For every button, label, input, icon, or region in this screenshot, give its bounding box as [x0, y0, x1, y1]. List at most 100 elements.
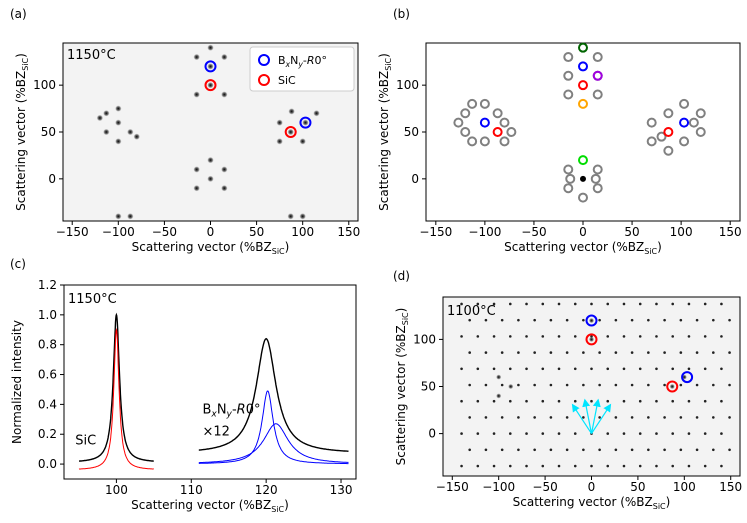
lattice-spot — [565, 318, 569, 322]
arrow — [590, 403, 612, 434]
x-tick-label: 110 — [180, 483, 203, 497]
x-axis-label: Scattering vector (%BZSiC) — [131, 498, 289, 514]
lattice-spot — [728, 318, 731, 322]
x-tick-label: 100 — [670, 225, 693, 239]
point-grey — [590, 173, 601, 184]
y-axis-label: Normalized intensity — [10, 320, 24, 444]
lattice-spot — [671, 302, 675, 306]
lattice-spot — [630, 351, 634, 354]
point-grey — [646, 136, 657, 147]
lattice-spot — [508, 399, 512, 403]
lattice-spot — [679, 416, 683, 419]
lattice-spot — [712, 383, 715, 387]
lattice-spot — [663, 448, 666, 452]
y-tick-label: 0.4 — [38, 397, 57, 411]
legend-label: SiC — [278, 74, 296, 87]
lattice-spot — [525, 367, 528, 371]
lattice-spot — [525, 302, 528, 306]
lattice-spot — [549, 448, 553, 452]
point-grey — [492, 108, 503, 119]
lattice-spot — [557, 432, 561, 435]
lattice-spot — [565, 416, 569, 419]
lattice-spot — [533, 318, 536, 322]
lattice-spot — [533, 351, 536, 354]
diffraction-spot — [221, 91, 228, 98]
panel-title: 1150°C — [67, 48, 116, 63]
lattice-spot — [614, 351, 618, 354]
y-tick-label: 50 — [421, 380, 436, 394]
lattice-spot — [671, 367, 675, 371]
y-tick-label: 0.0 — [38, 457, 57, 471]
lattice-spot — [687, 367, 691, 371]
lattice-spot — [517, 351, 520, 354]
lattice-spot — [460, 399, 463, 403]
lattice-spot — [573, 399, 577, 403]
y-tick-label: 50 — [41, 125, 56, 139]
lattice-spot — [638, 335, 642, 338]
lattice-spot — [720, 367, 723, 371]
y-tick-label: 100 — [396, 78, 419, 92]
lattice-spot — [468, 318, 471, 322]
lattice-spot — [638, 302, 642, 306]
lattice-spot — [720, 335, 723, 338]
lattice-spot — [614, 448, 618, 452]
lattice-spot — [647, 383, 650, 387]
lattice-spot — [541, 432, 545, 435]
diffraction-spot — [287, 128, 294, 136]
legend-box — [249, 46, 355, 92]
panel-label-d: (d) — [393, 269, 410, 283]
lattice-spot — [573, 302, 577, 306]
marker-sic — [666, 380, 679, 393]
point-grey — [479, 136, 490, 147]
y-axis-label: Scattering vector (%BZSiC) — [394, 308, 410, 466]
point-grey — [499, 136, 510, 147]
point-grey — [592, 89, 603, 100]
lattice-spot — [517, 416, 520, 419]
lattice-spot — [712, 351, 715, 354]
lattice-spot — [541, 399, 545, 403]
point-grey — [679, 98, 690, 109]
lattice-spot — [614, 383, 618, 387]
x-tick-label: −150 — [436, 480, 469, 494]
curve-sic-data — [79, 312, 154, 462]
marker-sic — [284, 126, 297, 138]
lattice-spot — [533, 383, 536, 387]
lattice-spot — [614, 416, 618, 419]
lattice-spot — [695, 448, 699, 452]
lattice-spot — [533, 448, 536, 452]
lattice-spot — [468, 448, 471, 452]
lattice-spot — [703, 432, 707, 435]
x-tick-label: 100 — [673, 480, 696, 494]
marker-bxny — [585, 314, 598, 327]
diffraction-spot — [276, 138, 283, 145]
point-grey — [563, 183, 574, 194]
x-tick-label: 0 — [207, 225, 215, 239]
diffraction-spot — [193, 91, 200, 98]
lattice-spot — [484, 318, 488, 322]
point-purple — [592, 70, 603, 81]
lattice-spot — [638, 464, 642, 468]
lattice-spot — [728, 448, 731, 452]
point-blue — [679, 117, 690, 128]
lattice-spot — [500, 383, 504, 387]
lattice-spot — [590, 367, 593, 371]
lattice-spot — [598, 383, 601, 387]
lattice-spot — [500, 318, 504, 322]
x-tick-label: 150 — [719, 480, 742, 494]
lattice-spot — [728, 383, 731, 387]
diffraction-spot — [127, 213, 134, 220]
diffraction-spot — [287, 213, 294, 220]
point-grey — [479, 98, 490, 109]
y-tick-label: 50 — [404, 125, 419, 139]
lattice-spot — [687, 432, 691, 435]
x-axis-label: Scattering vector (%BZSiC) — [132, 240, 290, 256]
x-tick-label: 50 — [624, 225, 639, 239]
cluster-spot — [669, 383, 675, 390]
point-grey — [646, 117, 657, 128]
y-tick-label: 0 — [428, 427, 436, 441]
diffraction-spot — [276, 119, 283, 126]
marker-bxnyr — [299, 116, 312, 129]
y-tick-label: 0 — [48, 172, 56, 186]
lattice-spot — [541, 335, 545, 338]
diffraction-spot — [302, 119, 309, 126]
